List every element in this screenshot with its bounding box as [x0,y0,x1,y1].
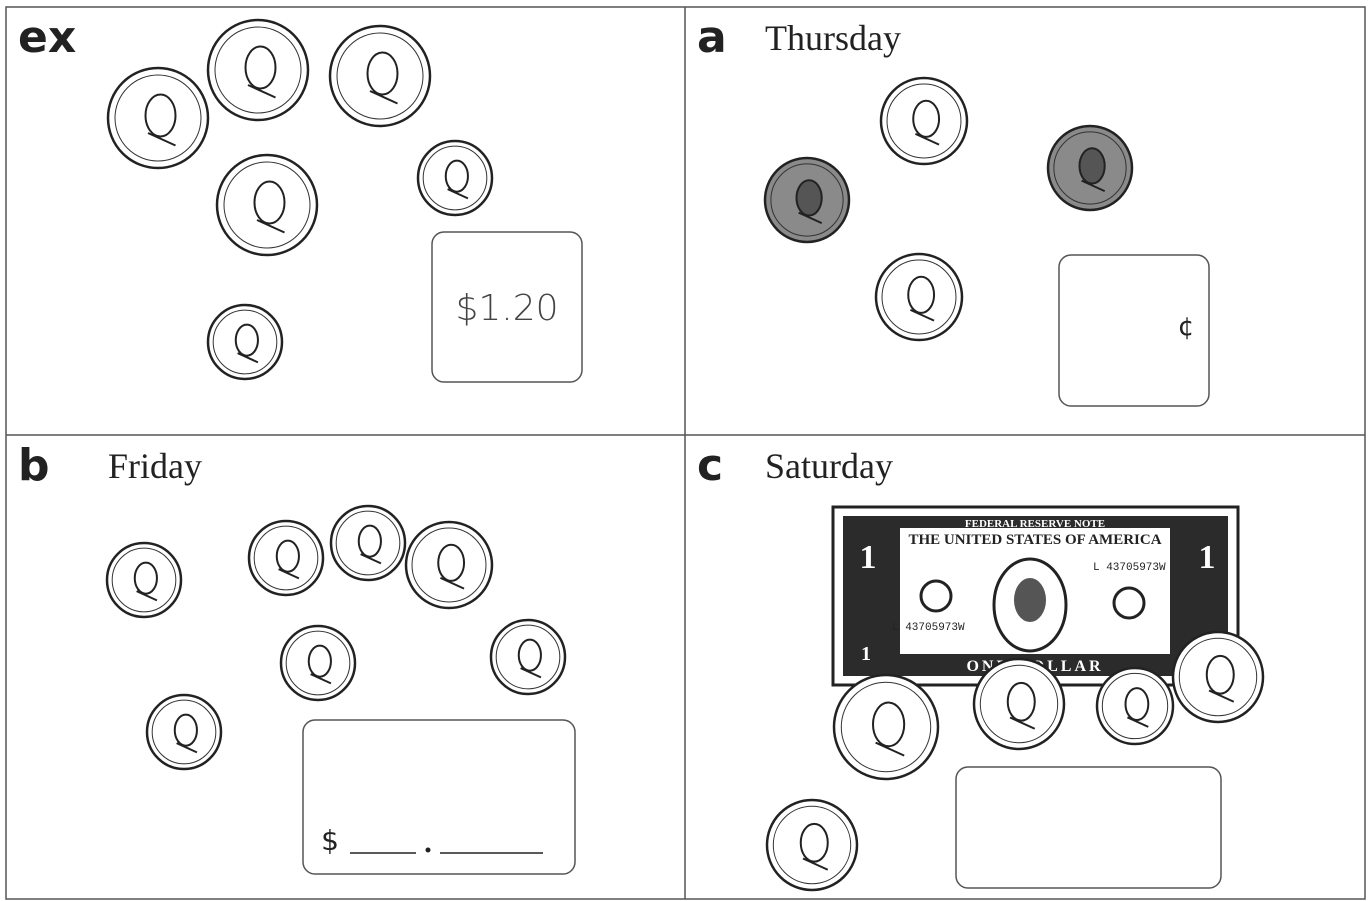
coin [881,78,967,164]
decimal-point [426,848,431,853]
coin [217,155,317,255]
coin [108,68,208,168]
panel-label: ex [18,12,76,63]
coin [1097,668,1173,744]
bill-text: 1 [1199,539,1216,576]
coin-profile [801,824,828,862]
coin-profile [146,95,176,137]
panel-title: Saturday [765,446,893,486]
coin [147,695,221,769]
coin-profile [175,715,197,746]
coin-profile [1126,688,1149,720]
bill-text: L 43705973W [1093,562,1166,574]
answer-box [303,720,575,874]
coin [107,543,181,617]
coin [1048,126,1132,210]
coin [330,26,430,126]
panel-label: c [697,440,723,491]
coin-profile [1080,148,1105,183]
seal [921,581,951,611]
answer-unit: $ [321,824,339,857]
coin [418,141,492,215]
coin [331,506,405,580]
bill-text: L 43705973W [892,622,965,634]
bill-text: 1 [860,539,877,576]
coin-profile [797,180,822,215]
worksheet: ex a Thursday b Friday c Saturday $1.20 … [0,0,1372,901]
panel-label: b [18,440,50,491]
coin [208,20,308,120]
coin-profile [519,640,541,671]
coin-profile [1207,656,1234,694]
coin [208,305,282,379]
coin [281,626,355,700]
coin [834,675,938,779]
coin [876,254,962,340]
coin [974,659,1064,749]
coin [765,158,849,242]
coin [249,521,323,595]
coin-profile [359,526,381,557]
answer-unit: ¢ [1178,312,1195,342]
coin-profile [1008,683,1035,721]
coin-profile [438,545,464,581]
coin-profile [446,161,468,192]
coin-profile [246,47,276,89]
coin-profile [255,182,285,224]
panel-title: Friday [108,446,202,486]
bill-text: FEDERAL RESERVE NOTE [965,518,1105,530]
coin [767,800,857,890]
seal [1114,588,1144,618]
coin-profile [277,541,299,572]
answer-text: $1.20 [455,288,558,329]
panel-label: a [697,12,727,63]
bill-text: THE UNITED STATES OF AMERICA [908,532,1161,548]
coin-profile [873,703,904,747]
coin-profile [236,325,258,356]
coin-profile [309,646,331,677]
coin-profile [913,101,939,137]
coin-profile [908,277,934,313]
panel-title: Thursday [765,18,901,58]
coin [491,620,565,694]
coin-profile [368,53,398,95]
coin [406,522,492,608]
coin-profile [135,563,157,594]
portrait-head [1014,578,1046,622]
answer-box [956,767,1221,888]
coin [1173,632,1263,722]
bill-text: 1 [861,643,871,665]
